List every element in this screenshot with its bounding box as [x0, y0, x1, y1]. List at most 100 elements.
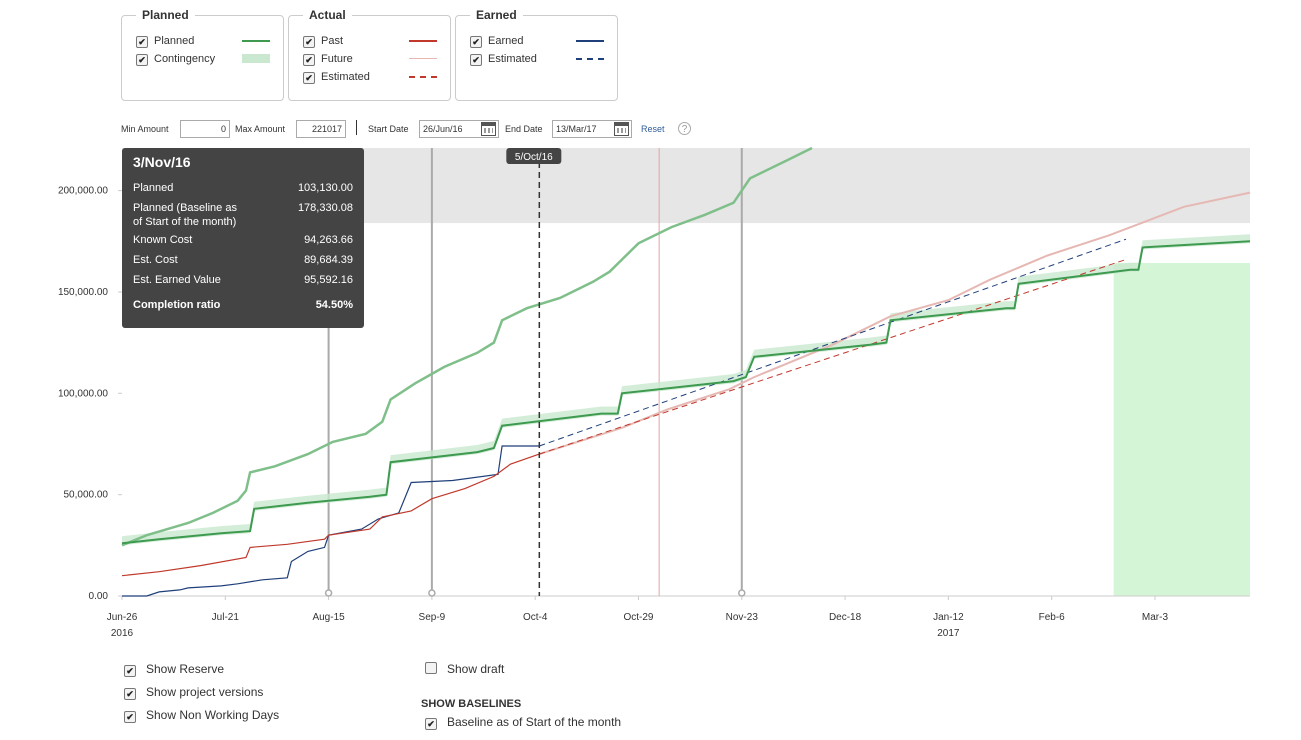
x-tick-label: Jul-21 — [212, 612, 240, 623]
show-reserve-option[interactable]: ✔ Show Reserve — [124, 662, 224, 677]
legend-earned-estimated-item[interactable]: ✔ Estimated — [470, 52, 537, 66]
y-tick-label: 0.00 — [89, 591, 109, 602]
cost-chart[interactable]: 0.00 50,000.00 100,000.00 150,000.00 200,000… — [0, 0, 1301, 650]
earned-line — [122, 445, 540, 597]
x-tick-label: Mar-3 — [1142, 612, 1169, 623]
legend-actual-group: Actual ✔ Past ✔ Future ✔ Estimated — [288, 8, 451, 101]
start-date-input[interactable]: 26/Jun/16 — [419, 120, 499, 138]
past-line-swatch — [409, 40, 437, 42]
tooltip-row-value: 94,263.66 — [304, 234, 353, 246]
y-tick-label: 50,000.00 — [64, 490, 109, 501]
actual-estimated-dash-swatch — [409, 76, 437, 78]
legend-future-item[interactable]: ✔ Future — [303, 52, 353, 66]
end-date-label: End Date — [505, 124, 543, 134]
tooltip-row-baseline: Planned (Baseline as 178,330.08 — [133, 202, 353, 214]
tooltip-row-value: 178,330.08 — [297, 202, 353, 214]
start-date-value: 26/Jun/16 — [423, 124, 463, 134]
chart-tooltip: 3/Nov/16 Planned 103,130.00 Planned (Base… — [122, 148, 364, 328]
y-tick-label: 200,000.00 — [58, 186, 108, 197]
show-non-working-days-option[interactable]: ✔ Show Non Working Days — [124, 708, 279, 723]
legend-planned-group: Planned ✔ Planned ✔ Contingency — [121, 8, 284, 101]
legend-future-label: Future — [321, 53, 353, 65]
checkbox-icon[interactable]: ✔ — [425, 718, 437, 730]
checkbox-icon[interactable]: ✔ — [124, 711, 136, 723]
legend-actual-estimated-item[interactable]: ✔ Estimated — [303, 70, 370, 84]
tooltip-row-completion: Completion ratio 54.50% — [133, 299, 353, 311]
legend-actual-title: Actual — [303, 8, 352, 22]
earned-line-swatch — [576, 40, 604, 42]
checkbox-icon[interactable] — [425, 662, 437, 674]
tooltip-row-label: Known Cost — [133, 234, 193, 246]
x-tick-label: Feb-6 — [1039, 612, 1066, 623]
earned-estimated-dash-swatch — [576, 58, 604, 60]
show-draft-option[interactable]: Show draft — [425, 662, 504, 676]
x-tick-year-label: 2016 — [111, 628, 134, 639]
show-project-versions-option[interactable]: ✔ Show project versions — [124, 685, 263, 700]
planned-line — [121, 240, 1251, 545]
legend-earned-group: Earned ✔ Earned ✔ Estimated — [455, 8, 618, 101]
tooltip-row-label: Est. Earned Value — [133, 274, 221, 286]
calendar-icon[interactable] — [614, 122, 629, 136]
max-amount-label: Max Amount — [235, 124, 286, 134]
x-tick-label: Aug-15 — [312, 612, 345, 623]
end-date-value: 13/Mar/17 — [556, 124, 597, 134]
x-tick-label: Oct-4 — [523, 612, 548, 623]
checkbox-icon[interactable]: ✔ — [470, 36, 482, 48]
legend-past-item[interactable]: ✔ Past — [303, 34, 343, 48]
legend-planned-title: Planned — [136, 8, 195, 22]
tooltip-row-planned: Planned 103,130.00 — [133, 182, 353, 194]
x-tick-label: Sep-9 — [419, 612, 446, 623]
earned-estimated-line — [539, 238, 1127, 447]
y-tick-label: 100,000.00 — [58, 388, 108, 399]
show-project-versions-label: Show project versions — [146, 685, 264, 699]
tooltip-date: 3/Nov/16 — [133, 154, 191, 170]
baseline-line — [121, 146, 813, 547]
tooltip-row-known-cost: Known Cost 94,263.66 — [133, 234, 353, 246]
legend-contingency-item[interactable]: ✔ Contingency — [136, 52, 215, 66]
checkbox-icon[interactable]: ✔ — [470, 54, 482, 66]
end-date-input[interactable]: 13/Mar/17 — [552, 120, 632, 138]
legend-planned-label: Planned — [154, 35, 195, 47]
legend-earned-estimated-label: Estimated — [488, 53, 537, 65]
y-tick-label: 150,000.00 — [58, 287, 108, 298]
tooltip-row-label: Completion ratio — [133, 299, 221, 311]
legend-planned-item[interactable]: ✔ Planned — [136, 34, 194, 48]
planned-line-swatch — [242, 40, 270, 42]
tooltip-row-value: 95,592.16 — [304, 274, 353, 286]
legend-actual-estimated-label: Estimated — [321, 71, 370, 83]
checkbox-icon[interactable]: ✔ — [124, 665, 136, 677]
show-non-working-days-label: Show Non Working Days — [146, 708, 280, 722]
checkbox-icon[interactable]: ✔ — [303, 72, 315, 84]
legend-past-label: Past — [321, 35, 344, 47]
checkbox-icon[interactable]: ✔ — [124, 688, 136, 700]
contingency-swatch — [242, 54, 270, 63]
reset-link[interactable]: Reset — [641, 124, 665, 134]
tooltip-row-label: of Start of the month) — [133, 216, 237, 228]
actual-estimated-line — [539, 259, 1127, 455]
min-amount-label: Min Amount — [121, 124, 169, 134]
actual-future-line — [538, 191, 1251, 456]
tooltip-row-value: 89,684.39 — [304, 254, 353, 266]
version-marker — [428, 589, 436, 597]
legend-earned-item[interactable]: ✔ Earned — [470, 34, 523, 48]
checkbox-icon[interactable]: ✔ — [303, 54, 315, 66]
tooltip-row-label: Est. Cost — [133, 254, 178, 266]
x-tick-label: Oct-29 — [623, 612, 653, 623]
show-reserve-label: Show Reserve — [146, 662, 225, 676]
checkbox-icon[interactable]: ✔ — [303, 36, 315, 48]
controls-divider — [356, 120, 357, 135]
tooltip-row-earned-value: Est. Earned Value 95,592.16 — [133, 274, 353, 286]
max-amount-input[interactable]: 221017 — [296, 120, 346, 138]
min-amount-input[interactable]: 0 — [180, 120, 230, 138]
checkbox-icon[interactable]: ✔ — [136, 36, 148, 48]
tooltip-row-value: 54.50% — [315, 299, 353, 311]
calendar-icon[interactable] — [481, 122, 496, 136]
x-tick-year-label: 2017 — [937, 628, 960, 639]
tooltip-row-value: 103,130.00 — [297, 182, 353, 194]
baseline-start-month-option[interactable]: ✔ Baseline as of Start of the month — [425, 715, 621, 730]
help-icon[interactable]: ? — [678, 122, 691, 135]
legend-contingency-label: Contingency — [154, 53, 216, 65]
legend-earned-title: Earned — [470, 8, 523, 22]
today-label: 5/Oct/16 — [515, 152, 553, 163]
checkbox-icon[interactable]: ✔ — [136, 54, 148, 66]
